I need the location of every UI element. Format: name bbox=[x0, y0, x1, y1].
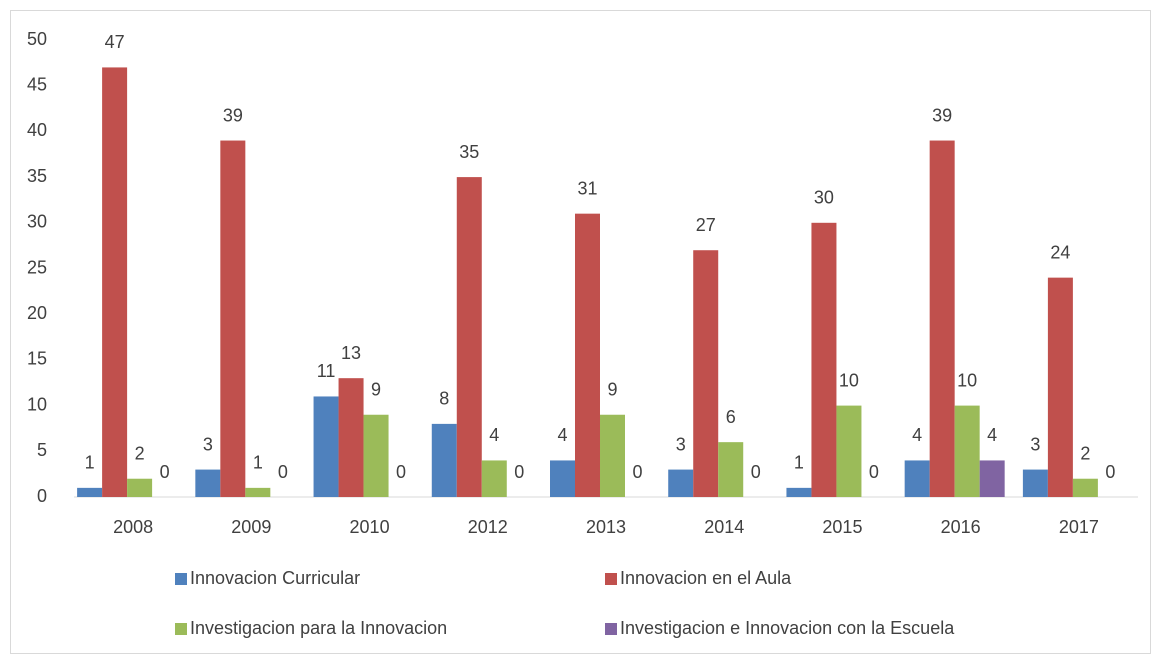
value-label: 0 bbox=[632, 462, 642, 482]
bar bbox=[127, 478, 153, 497]
bar bbox=[904, 460, 930, 497]
y-tick-label: 5 bbox=[37, 440, 47, 460]
value-label: 0 bbox=[869, 462, 879, 482]
y-tick-label: 45 bbox=[27, 74, 47, 94]
value-label: 4 bbox=[557, 425, 567, 445]
y-tick-label: 10 bbox=[27, 394, 47, 414]
x-tick-label: 2017 bbox=[1059, 517, 1099, 537]
legend-label: Investigacion para la Innovacion bbox=[190, 618, 447, 638]
value-label: 6 bbox=[726, 407, 736, 427]
value-label: 47 bbox=[105, 32, 125, 52]
value-label: 39 bbox=[932, 105, 952, 125]
bar bbox=[77, 487, 103, 497]
value-label: 2 bbox=[135, 443, 145, 463]
value-label: 0 bbox=[514, 462, 524, 482]
value-label: 10 bbox=[957, 370, 977, 390]
value-label: 3 bbox=[676, 434, 686, 454]
y-tick-label: 0 bbox=[37, 486, 47, 506]
value-label: 0 bbox=[160, 462, 170, 482]
value-label: 13 bbox=[341, 343, 361, 363]
value-label: 0 bbox=[751, 462, 761, 482]
bar bbox=[954, 405, 980, 497]
y-tick-label: 40 bbox=[27, 120, 47, 140]
bar bbox=[195, 469, 221, 497]
value-label: 0 bbox=[278, 462, 288, 482]
legend-label: Innovacion Curricular bbox=[190, 568, 360, 588]
value-label: 4 bbox=[987, 425, 997, 445]
value-label: 39 bbox=[223, 105, 243, 125]
legend-swatch bbox=[175, 573, 187, 585]
x-tick-label: 2012 bbox=[468, 517, 508, 537]
value-label: 8 bbox=[439, 389, 449, 409]
value-label: 0 bbox=[396, 462, 406, 482]
value-label: 2 bbox=[1080, 443, 1090, 463]
bar bbox=[693, 250, 719, 497]
bar bbox=[668, 469, 694, 497]
bar bbox=[600, 414, 625, 497]
bar bbox=[456, 177, 482, 497]
bar bbox=[102, 67, 128, 498]
bar bbox=[313, 396, 339, 497]
bar bbox=[718, 442, 744, 497]
bar bbox=[245, 487, 271, 497]
bar bbox=[979, 460, 1005, 497]
value-label: 0 bbox=[1105, 462, 1115, 482]
x-tick-label: 2009 bbox=[231, 517, 271, 537]
x-tick-label: 2015 bbox=[822, 517, 862, 537]
bar bbox=[550, 460, 575, 497]
legend-label: Investigacion e Innovacion con la Escuel… bbox=[620, 618, 955, 638]
value-label: 4 bbox=[489, 425, 499, 445]
y-tick-label: 20 bbox=[27, 303, 47, 323]
bar bbox=[575, 213, 600, 497]
value-label: 3 bbox=[1030, 434, 1040, 454]
value-label: 10 bbox=[839, 370, 859, 390]
value-label: 24 bbox=[1050, 242, 1070, 262]
value-label: 35 bbox=[459, 142, 479, 162]
bar bbox=[1072, 478, 1098, 497]
legend-swatch bbox=[605, 623, 617, 635]
value-label: 9 bbox=[371, 379, 381, 399]
value-label: 27 bbox=[696, 215, 716, 235]
x-tick-label: 2008 bbox=[113, 517, 153, 537]
y-tick-label: 30 bbox=[27, 212, 47, 232]
value-label: 11 bbox=[317, 361, 336, 381]
x-tick-label: 2014 bbox=[704, 517, 744, 537]
bar bbox=[481, 460, 507, 497]
legend-swatch bbox=[175, 623, 187, 635]
y-tick-label: 15 bbox=[27, 349, 47, 369]
x-tick-label: 2010 bbox=[350, 517, 390, 537]
value-label: 9 bbox=[607, 379, 617, 399]
value-label: 1 bbox=[253, 453, 263, 473]
value-label: 31 bbox=[577, 178, 597, 198]
bar bbox=[338, 378, 364, 497]
y-tick-label: 35 bbox=[27, 166, 47, 186]
bar bbox=[1047, 277, 1073, 497]
legend-swatch bbox=[605, 573, 617, 585]
value-label: 1 bbox=[85, 453, 95, 473]
y-tick-label: 25 bbox=[27, 257, 47, 277]
bar bbox=[431, 423, 457, 497]
bar bbox=[220, 140, 246, 498]
bar bbox=[1022, 469, 1048, 497]
bar bbox=[363, 414, 389, 497]
value-label: 3 bbox=[203, 434, 213, 454]
bar bbox=[929, 140, 955, 498]
x-tick-label: 2013 bbox=[586, 517, 626, 537]
value-label: 4 bbox=[912, 425, 922, 445]
bar bbox=[786, 487, 812, 497]
x-tick-label: 2016 bbox=[941, 517, 981, 537]
bar bbox=[836, 405, 862, 497]
legend-label: Innovacion en el Aula bbox=[620, 568, 792, 588]
y-tick-label: 50 bbox=[27, 29, 47, 49]
value-label: 30 bbox=[814, 188, 834, 208]
value-label: 1 bbox=[794, 453, 804, 473]
bar bbox=[811, 222, 837, 498]
